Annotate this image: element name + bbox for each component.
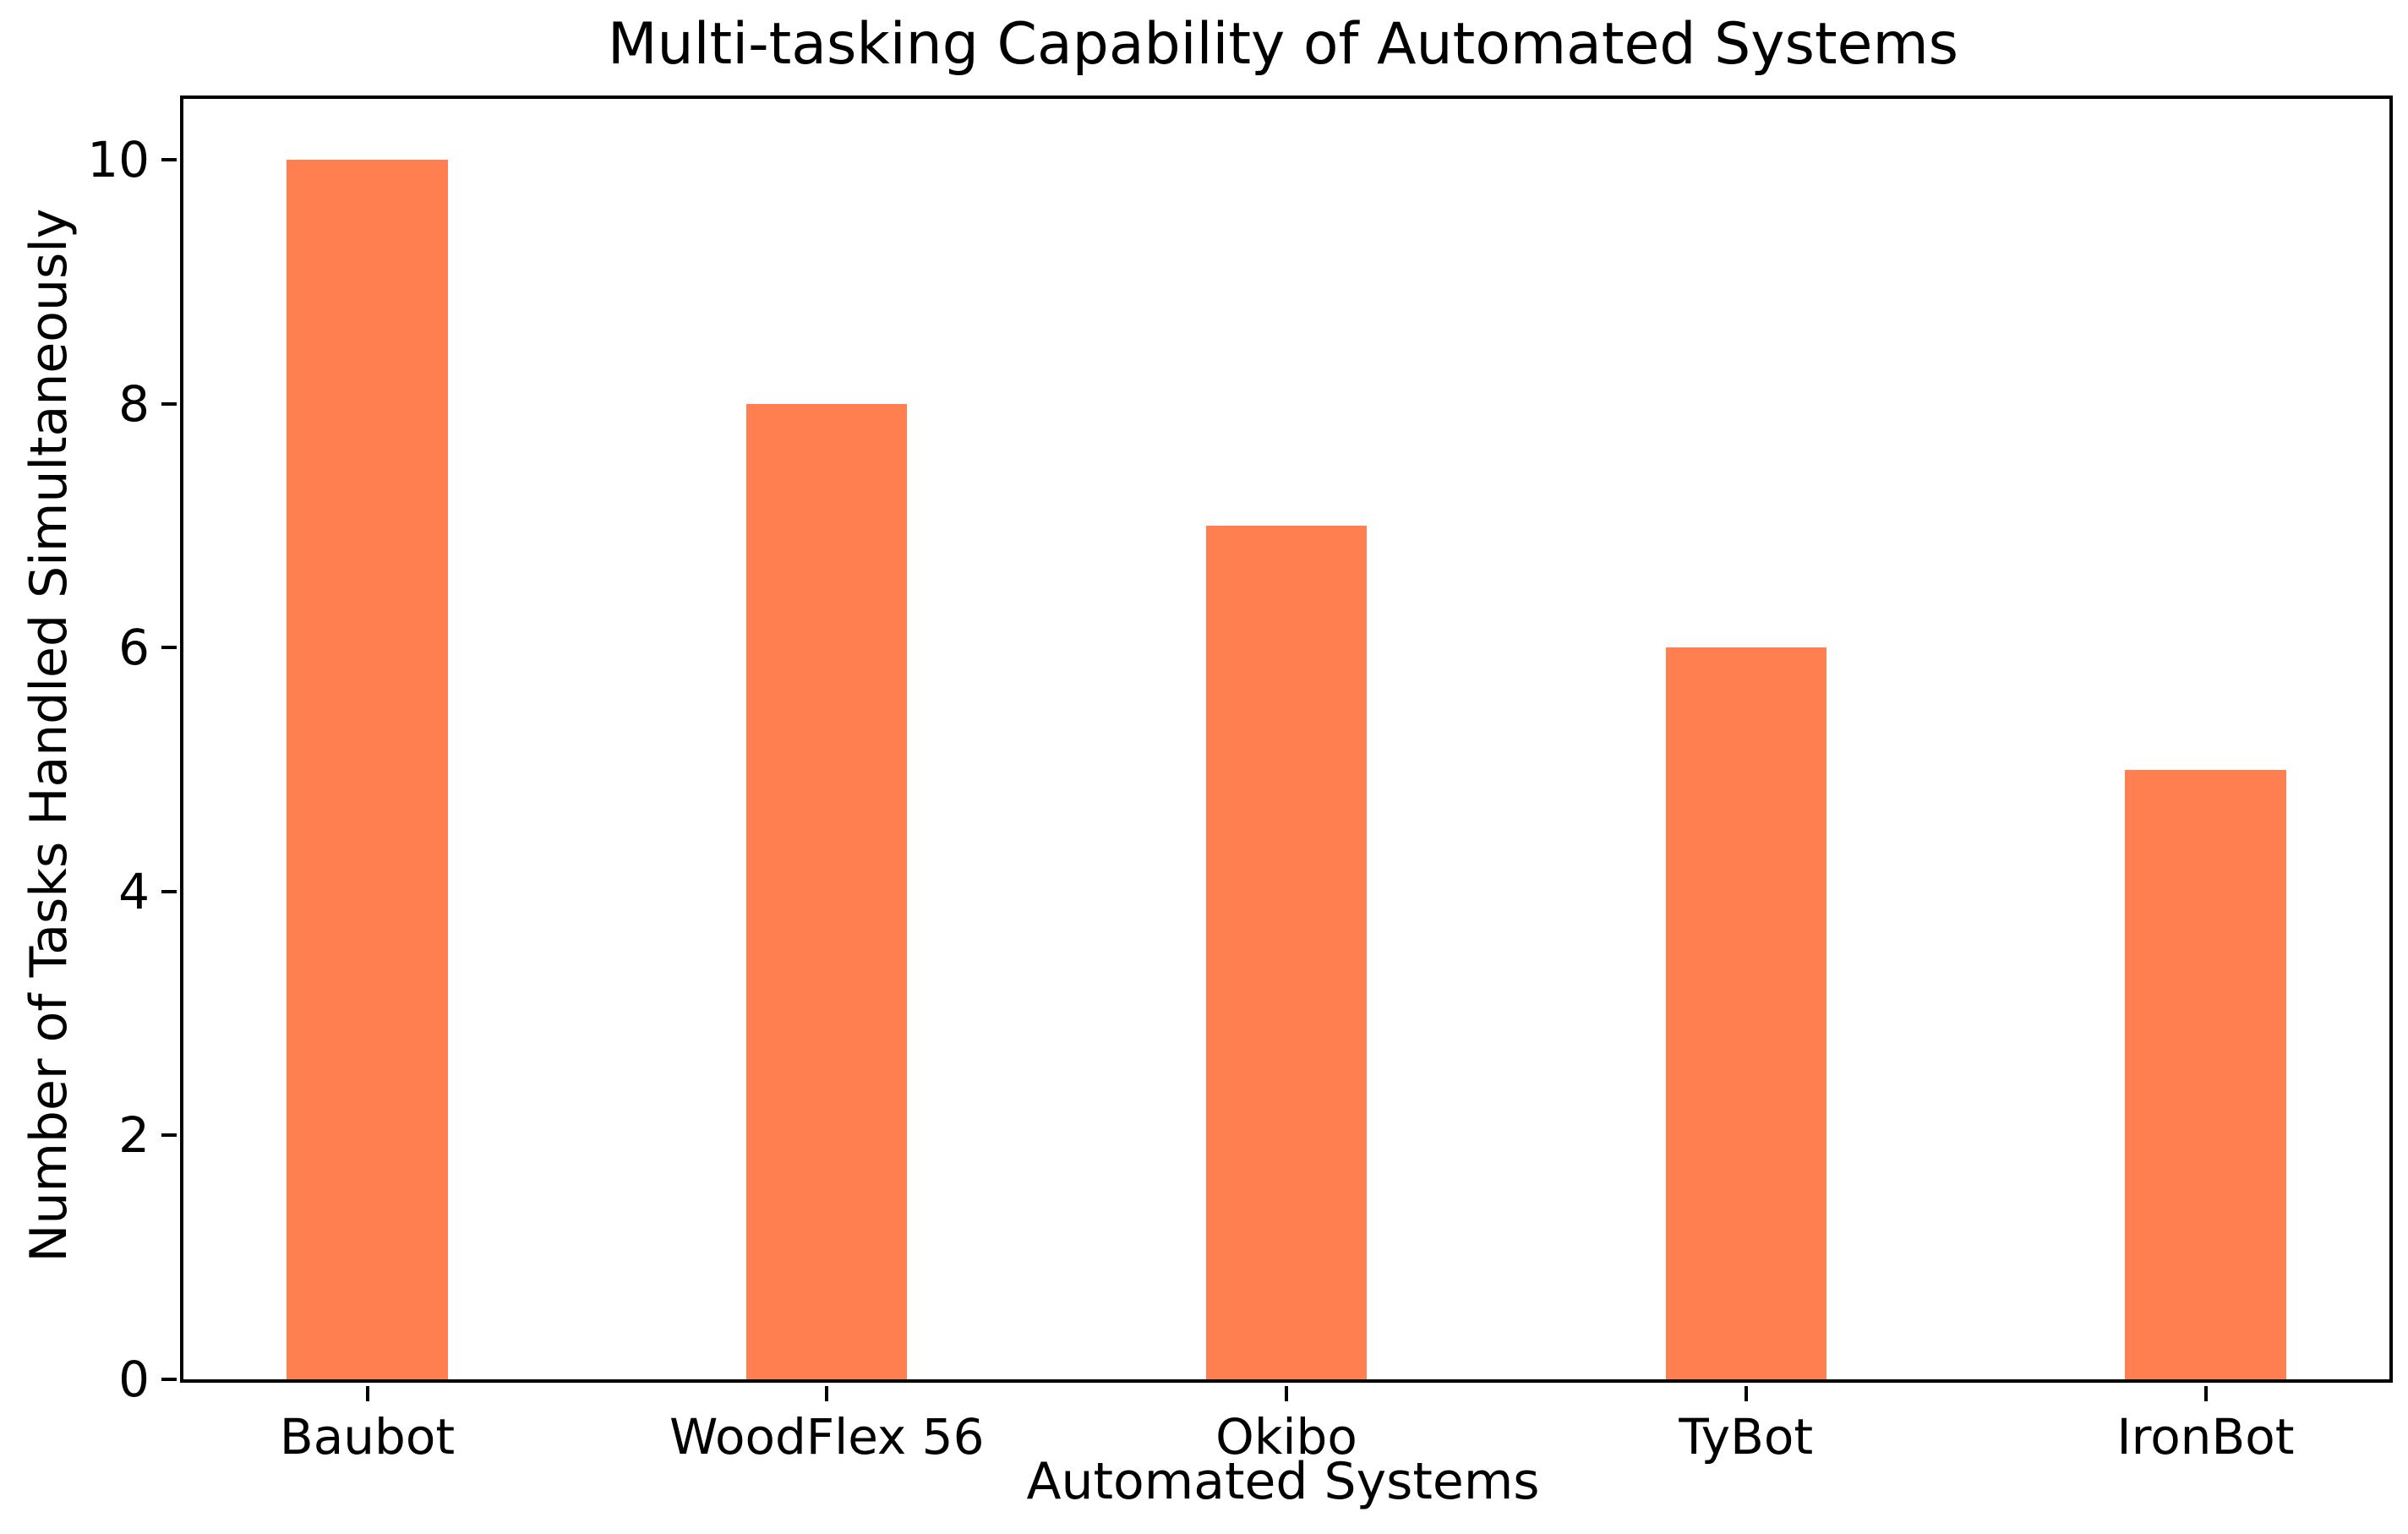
y-tick-label-6: 6 [118,619,150,677]
x-tick-mark-tybot [1744,1386,1748,1401]
y-tick-mark-2 [161,1133,177,1138]
y-tick-mark-8 [161,401,177,406]
y-tick-label-8: 8 [118,374,150,433]
y-tick-mark-6 [161,646,177,650]
y-tick-mark-0 [161,1378,177,1381]
bar-ironbot [2125,769,2286,1379]
y-tick-label-10: 10 [87,131,150,189]
x-tick-mark-ironbot [2203,1386,2208,1401]
x-tick-label-tybot: TyBot [1679,1408,1814,1466]
x-tick-mark-baubot [365,1386,369,1401]
bar-baubot [287,160,448,1379]
x-tick-label-okibo: Okibo [1215,1408,1357,1466]
x-tick-label-ironbot: IronBot [2116,1408,2295,1466]
y-tick-label-2: 2 [118,1106,150,1165]
x-axis-label: Automated Systems [1026,1452,1540,1511]
x-tick-mark-okibo [1285,1386,1288,1401]
x-tick-mark-woodflex-56 [825,1386,829,1401]
y-tick-mark-10 [161,158,177,162]
plot-area: Baubot WoodFlex 56 Okibo TyBot IronBot 0 2 4 6 8 1… [87,96,2393,1466]
chart-title: Multi-tasking Capability of Automated Sy… [607,11,1959,78]
y-tick-mark-4 [161,889,177,893]
x-tick-label-baubot: Baubot [279,1408,456,1466]
bar-woodflex-56 [746,403,908,1379]
bar-okibo [1205,526,1368,1379]
y-tick-label-4: 4 [118,862,150,920]
y-tick-label-0: 0 [118,1351,150,1408]
bar-tybot [1665,647,1826,1379]
y-axis-label: Number of Tasks Handled Simultaneously [19,208,79,1263]
x-tick-label-woodflex-56: WoodFlex 56 [669,1408,985,1466]
